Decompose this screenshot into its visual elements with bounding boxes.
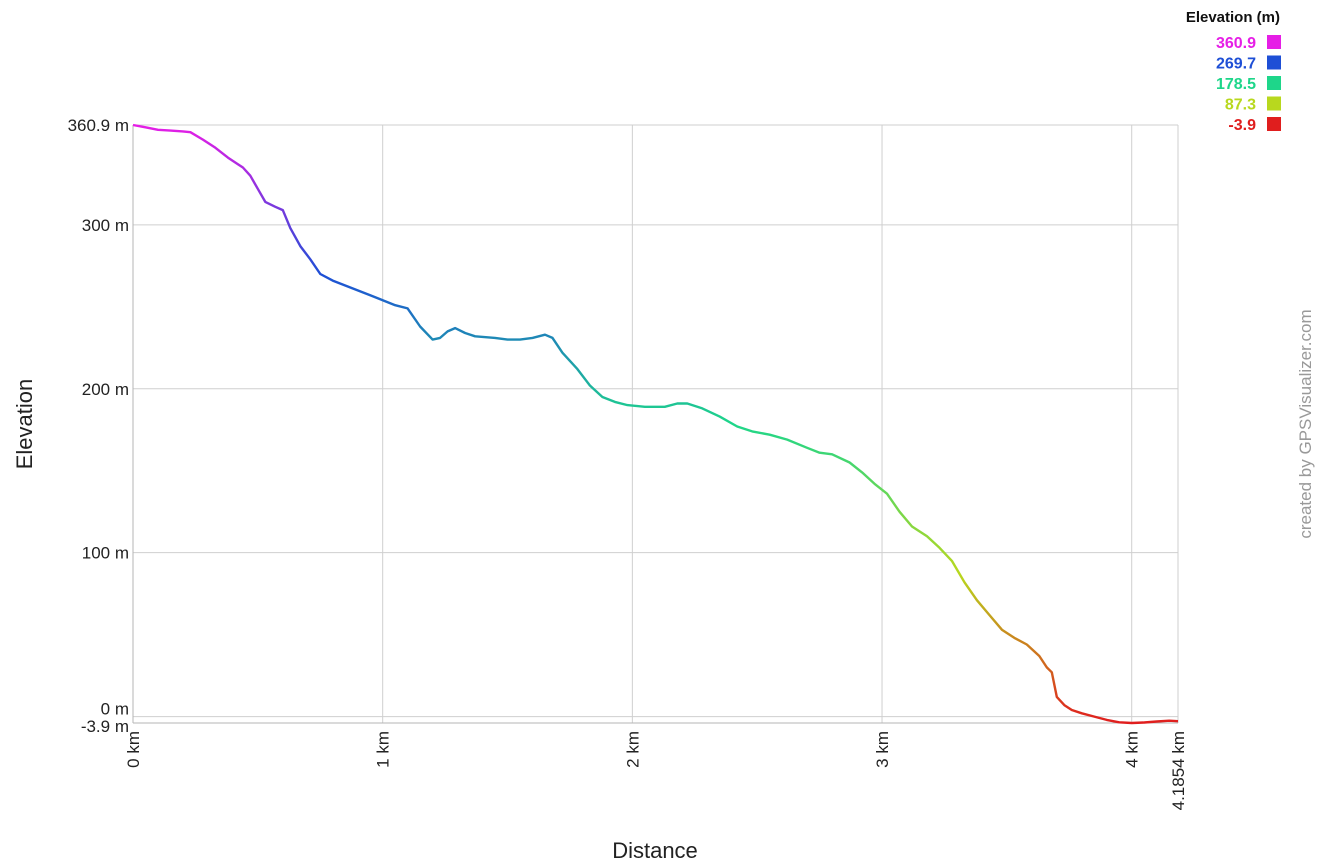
legend-value: 178.5 — [1216, 76, 1256, 93]
y-axis-title: Elevation — [12, 379, 37, 470]
x-tick-label: 3 km — [873, 731, 892, 768]
x-tick-label: 2 km — [623, 731, 642, 768]
x-tick-label: 1 km — [374, 731, 393, 768]
elevation-line — [132, 123, 1179, 725]
x-tick-label: 4 km — [1123, 731, 1142, 768]
credit-text: created by GPSVisualizer.com — [1296, 309, 1315, 538]
y-tick-label: 100 m — [82, 544, 129, 563]
legend-value: 87.3 — [1225, 97, 1256, 114]
y-tick-label: 0 m — [101, 700, 129, 719]
legend-swatch — [1267, 96, 1281, 111]
legend-swatch — [1267, 35, 1281, 49]
y-tick-label: -3.9 m — [81, 717, 129, 736]
x-tick-label: 4.1854 km — [1169, 731, 1188, 810]
y-tick-label: 200 m — [82, 380, 129, 399]
legend-swatch — [1267, 76, 1281, 90]
x-axis-title: Distance — [612, 838, 698, 863]
y-tick-label: 300 m — [82, 216, 129, 235]
legend-value: 269.7 — [1216, 56, 1256, 73]
x-axis: 0 km 1 km 2 km 3 km 4 km 4.1854 km — [124, 731, 1188, 810]
legend-value: -3.9 — [1228, 117, 1256, 134]
legend-title: Elevation (m) — [1186, 9, 1280, 26]
legend-swatch — [1267, 117, 1281, 131]
legend-swatch — [1267, 55, 1281, 70]
y-tick-label: 360.9 m — [68, 116, 129, 135]
plot-area — [133, 125, 1178, 723]
y-axis: 360.9 m 300 m 200 m 100 m 0 m-3.9 m — [68, 116, 129, 736]
legend: Elevation (m) 360.9 269.7 178.5 87.3 -3.9 — [1186, 9, 1281, 134]
plot-frame — [132, 125, 1178, 724]
legend-value: 360.9 — [1216, 35, 1256, 52]
x-tick-label: 0 km — [124, 731, 143, 768]
